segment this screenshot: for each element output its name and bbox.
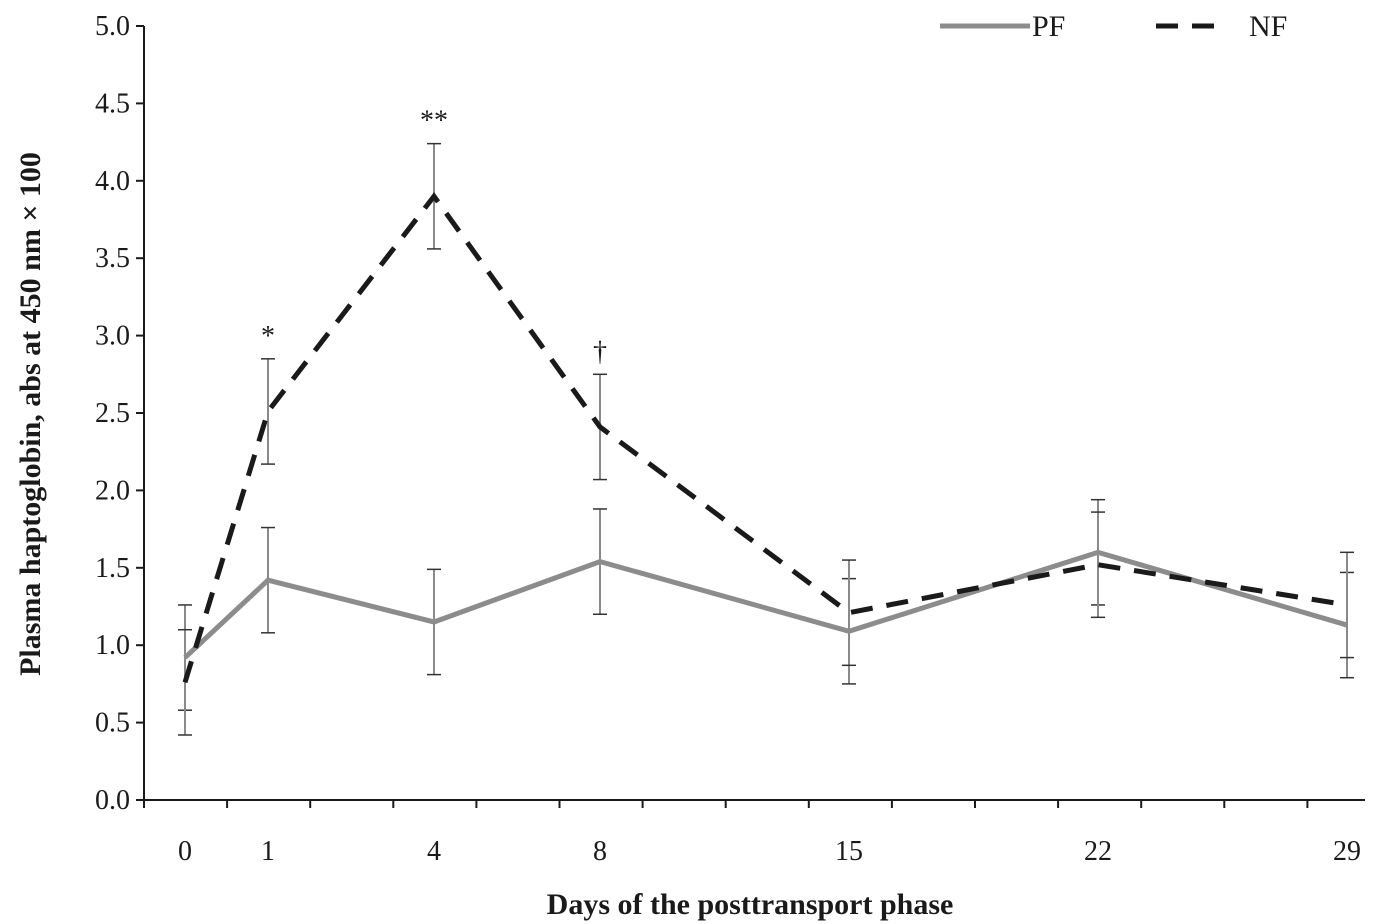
x-axis-title: Days of the posttransport phase: [547, 888, 954, 921]
x-tick-label: 4: [427, 836, 441, 867]
y-tick-label: 4.5: [95, 88, 130, 119]
series-line-NF: [182, 192, 1348, 684]
significance-marker: †: [593, 336, 607, 367]
y-tick-label: 0.0: [95, 785, 130, 816]
x-tick-label: 22: [1084, 836, 1112, 867]
y-tick-label: 1.0: [95, 630, 130, 661]
y-axis-title: Plasma haptoglobin, abs at 450 nm × 100: [14, 152, 47, 676]
significance-annotations: ***†: [261, 106, 607, 368]
x-tick-label: 0: [178, 836, 192, 867]
series-line-PF: [183, 549, 1348, 660]
legend: PF NF: [940, 10, 1287, 43]
legend-label-NF: NF: [1249, 10, 1287, 43]
y-tick-label: 0.5: [95, 708, 130, 739]
y-tick-label: 1.5: [95, 553, 130, 584]
error-bars: [178, 142, 1354, 736]
x-tick-label: 1: [261, 836, 275, 867]
y-tick-label: 5.0: [95, 11, 130, 42]
y-tick-label: 2.5: [95, 398, 130, 429]
x-tick-label: 29: [1333, 836, 1361, 867]
legend-label-PF: PF: [1032, 10, 1065, 43]
y-tick-label: 3.5: [95, 243, 130, 274]
significance-marker: *: [261, 321, 275, 352]
series-lines: [182, 192, 1348, 684]
significance-marker: **: [420, 106, 448, 137]
y-tick-label: 2.0: [95, 475, 130, 506]
y-tick-label: 4.0: [95, 166, 130, 197]
x-tick-label: 8: [593, 836, 607, 867]
y-tick-label: 3.0: [95, 321, 130, 352]
axes: 0.0 0.5 1.0 1.5 2.0 2.5 3.0 3.5 4.0 4.5 5.0 0 1 4 8 15 2…: [95, 11, 1365, 867]
x-tick-label: 15: [835, 836, 863, 867]
